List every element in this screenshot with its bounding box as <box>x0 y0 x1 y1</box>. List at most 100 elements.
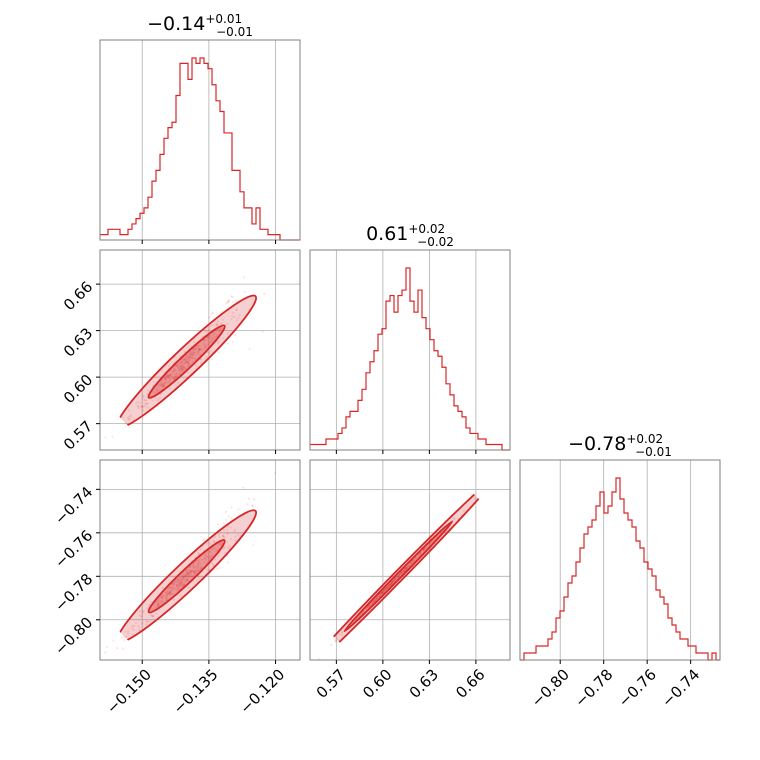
scatter-point <box>185 570 188 573</box>
scatter-point <box>182 365 185 369</box>
scatter-point <box>361 611 364 615</box>
scatter-point <box>181 370 185 373</box>
scatter-point <box>215 567 218 570</box>
scatter-point <box>194 572 197 575</box>
scatter-point <box>206 555 209 558</box>
scatter-point <box>209 542 212 545</box>
scatter-point <box>390 582 393 585</box>
scatter-point <box>145 399 148 402</box>
scatter-point <box>173 582 176 585</box>
scatter-point <box>192 353 195 356</box>
scatter-point <box>225 518 228 522</box>
scatter-point <box>144 402 147 405</box>
scatter-point <box>192 351 195 354</box>
scatter-point <box>389 584 392 587</box>
scatter-point <box>236 533 240 536</box>
scatter-point <box>226 301 229 304</box>
scatter-point <box>415 557 418 561</box>
scatter-point <box>193 566 196 569</box>
scatter-point <box>391 580 395 583</box>
scatter-point <box>218 535 221 538</box>
scatter-point <box>388 583 392 587</box>
scatter-point <box>168 373 172 376</box>
scatter-point <box>390 582 393 585</box>
scatter-point <box>379 592 382 595</box>
scatter-point <box>393 579 396 582</box>
scatter-point <box>116 647 119 650</box>
scatter-point <box>422 548 425 551</box>
scatter-point <box>171 376 174 379</box>
scatter-point <box>208 352 211 355</box>
scatter-point <box>189 571 192 574</box>
scatter-point <box>192 348 195 351</box>
scatter-point <box>187 362 190 366</box>
scatter-point <box>138 614 141 617</box>
scatter-point <box>174 579 177 582</box>
scatter-point <box>159 384 162 387</box>
scatter-point <box>246 503 249 506</box>
scatter-point <box>183 368 186 371</box>
scatter-point <box>235 300 238 303</box>
scatter-point <box>143 398 146 401</box>
scatter-point <box>218 330 221 333</box>
scatter-point <box>217 555 220 558</box>
scatter-point <box>177 374 181 377</box>
scatter-point <box>160 594 163 597</box>
scatter-point <box>164 381 167 384</box>
scatter-point <box>368 604 371 608</box>
scatter-point <box>177 578 181 581</box>
scatter-point <box>400 571 403 574</box>
scatter-point <box>392 580 395 583</box>
scatter-point <box>218 543 222 546</box>
scatter-point <box>178 372 181 376</box>
scatter-point <box>400 571 403 574</box>
scatter-point <box>401 571 404 574</box>
scatter-point <box>292 682 294 684</box>
scatter-point <box>381 592 384 595</box>
scatter-point <box>124 630 127 634</box>
scatter-point <box>210 340 213 343</box>
scatter-point <box>156 604 160 607</box>
scatter-point <box>361 611 364 614</box>
scatter-point <box>223 552 226 555</box>
scatter-point <box>176 584 179 587</box>
scatter-point <box>162 594 165 597</box>
scatter-point <box>163 377 167 380</box>
scatter-point <box>394 578 397 582</box>
x-tick-label-p1-0: 0.57 <box>313 666 349 702</box>
contour-inner <box>147 539 226 614</box>
scatter-point <box>160 380 163 383</box>
scatter-point <box>388 584 391 587</box>
scatter-point <box>380 591 383 594</box>
scatter-point <box>375 596 379 599</box>
scatter-point <box>202 538 205 542</box>
scatter-point <box>121 416 124 419</box>
scatter-point <box>388 584 391 587</box>
scatter-point <box>398 573 401 576</box>
scatter-point <box>159 600 162 604</box>
scatter-point <box>387 584 390 587</box>
scatter-point <box>158 396 161 399</box>
scatter-point <box>212 337 215 341</box>
scatter-point <box>168 387 171 390</box>
scatter-point <box>178 582 181 586</box>
scatter-point <box>182 577 185 580</box>
scatter-point <box>410 561 413 564</box>
scatter-point <box>143 399 146 402</box>
scatter-point <box>404 567 407 570</box>
scatter-point <box>163 382 166 385</box>
scatter-point <box>197 560 200 563</box>
scatter-point <box>218 567 221 570</box>
scatter-point <box>175 580 178 584</box>
scatter-point <box>168 591 171 594</box>
scatter-point <box>199 358 203 361</box>
scatter-point <box>188 358 191 362</box>
scatter-point <box>177 369 180 373</box>
scatter-point <box>148 620 151 624</box>
x-tick-label-p0-0: −0.150 <box>103 666 155 718</box>
scatter-point <box>199 548 202 551</box>
scatter-point <box>124 422 127 425</box>
scatter-point <box>367 604 370 608</box>
scatter-point <box>157 602 160 606</box>
scatter-point <box>167 587 170 591</box>
